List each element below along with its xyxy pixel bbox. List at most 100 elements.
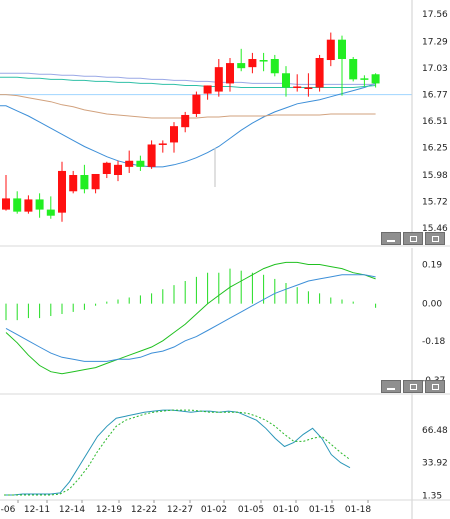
- oscillator-y-tick-2: 1.35: [422, 492, 442, 502]
- candle-body: [13, 198, 22, 212]
- candle-28: [315, 54, 324, 92]
- candle-5: [58, 161, 66, 222]
- candle-7: [80, 164, 89, 194]
- oscillator-y-tick-0: 66.48: [422, 426, 448, 436]
- candle-14: [158, 140, 167, 153]
- price-y-tick-6: 15.98: [422, 171, 448, 181]
- candle-15: [170, 122, 178, 153]
- moving-average-line-2: [0, 76, 376, 88]
- candle-11: [125, 150, 134, 173]
- x-tick-label-3: 12-19: [96, 505, 122, 515]
- price-panel: [0, 32, 412, 222]
- candle-body: [91, 173, 100, 190]
- candle-17: [192, 91, 201, 118]
- price-y-tick-2: 17.03: [422, 64, 448, 74]
- candle-10: [114, 160, 122, 182]
- macd-panel-controls: [381, 380, 445, 393]
- candle-24: [270, 54, 279, 77]
- candle-16: [181, 111, 190, 133]
- candle-body: [226, 63, 234, 84]
- maximize-icon: [409, 383, 417, 390]
- candle-31: [349, 56, 358, 82]
- x-tick-label-5: 12-27: [167, 505, 193, 515]
- candle-3: [35, 193, 44, 218]
- candle-body: [293, 86, 302, 88]
- macd-panel: [5, 261, 377, 375]
- candle-6: [69, 170, 78, 194]
- x-tick-label-6: 01-02: [201, 505, 227, 515]
- candle-9: [102, 161, 111, 179]
- oscillator-series-line-0: [4, 409, 351, 496]
- candle-body: [46, 209, 55, 216]
- candle-body: [248, 59, 257, 68]
- candle-body: [147, 144, 156, 167]
- candle-12: [136, 155, 145, 171]
- x-tick-label-2: 12-14: [59, 505, 85, 515]
- maximize-icon: [409, 235, 417, 242]
- x-tick-label-8: 01-10: [273, 505, 299, 515]
- candle-body: [125, 160, 134, 167]
- candle-body: [338, 39, 346, 60]
- candle-4: [46, 196, 55, 219]
- candle-13: [147, 140, 156, 169]
- macd-minimize-button[interactable]: [381, 380, 401, 393]
- minimize-icon: [387, 388, 395, 390]
- price-panel-footer: [0, 233, 450, 248]
- price-minimize-button[interactable]: [381, 232, 401, 245]
- candle-body: [282, 73, 290, 88]
- candle-0: [2, 175, 10, 211]
- price-restore-button[interactable]: [425, 232, 445, 245]
- candle-body: [371, 74, 380, 84]
- candle-body: [35, 199, 44, 210]
- candle-body: [326, 39, 335, 61]
- candle-body: [24, 199, 33, 212]
- restore-icon: [431, 235, 439, 242]
- price-y-tick-4: 16.51: [422, 117, 448, 127]
- candle-22: [248, 52, 257, 74]
- x-tick-label-4: 12-22: [131, 505, 157, 515]
- candle-body: [270, 59, 279, 74]
- candle-body: [136, 160, 145, 167]
- macd-y-tick-1: 0.00: [422, 300, 442, 310]
- x-tick-label-9: 01-15: [309, 505, 335, 515]
- minimize-icon: [387, 240, 395, 242]
- candle-body: [237, 63, 246, 69]
- moving-average-line-0: [0, 82, 376, 168]
- candle-26: [293, 74, 302, 92]
- price-y-tick-0: 17.56: [422, 10, 448, 20]
- candle-body: [158, 143, 167, 145]
- price-y-tick-5: 16.25: [422, 144, 448, 154]
- candle-body: [349, 59, 358, 80]
- candle-8: [91, 173, 100, 194]
- macd-restore-button[interactable]: [425, 380, 445, 393]
- candle-25: [282, 66, 290, 97]
- candle-1: [13, 191, 22, 214]
- price-y-tick-3: 16.77: [422, 91, 448, 101]
- candle-32: [360, 75, 369, 87]
- candle-body: [315, 57, 324, 88]
- x-tick-label-1: 12-11: [24, 505, 50, 515]
- candle-21: [237, 48, 246, 72]
- price-panel-controls: [381, 232, 445, 245]
- price-maximize-button[interactable]: [403, 232, 423, 245]
- macd-maximize-button[interactable]: [403, 380, 423, 393]
- candle-body: [58, 170, 66, 213]
- candle-23: [259, 52, 268, 72]
- candle-body: [203, 85, 212, 94]
- oscillator-series-line-1: [4, 409, 351, 496]
- x-tick-label-0: -06: [1, 505, 16, 515]
- moving-average-line-1: [0, 94, 376, 119]
- price-y-tick-1: 17.29: [422, 38, 448, 48]
- candle-body: [181, 114, 190, 128]
- candle-body: [259, 60, 268, 62]
- price-y-tick-7: 15.72: [422, 197, 448, 207]
- candle-body: [102, 162, 111, 174]
- candle-18: [203, 85, 212, 100]
- candle-body: [214, 67, 223, 92]
- macd-series-line-1: [5, 274, 376, 362]
- oscillator-panel: [4, 409, 351, 496]
- candle-33: [371, 73, 380, 88]
- restore-icon: [431, 383, 439, 390]
- price-y-tick-8: 15.46: [422, 224, 448, 234]
